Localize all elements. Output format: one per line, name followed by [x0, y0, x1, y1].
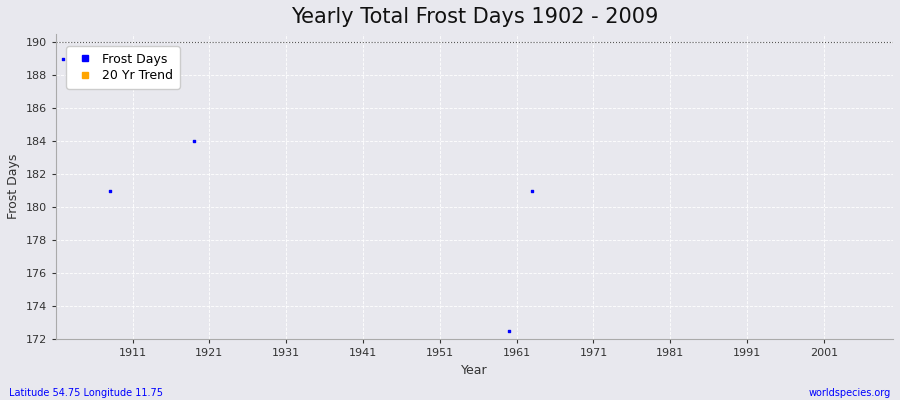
Point — [502, 328, 517, 334]
Point — [57, 56, 71, 62]
Text: worldspecies.org: worldspecies.org — [809, 388, 891, 398]
Y-axis label: Frost Days: Frost Days — [7, 154, 20, 220]
Point — [187, 138, 202, 144]
Legend: Frost Days, 20 Yr Trend: Frost Days, 20 Yr Trend — [67, 46, 180, 89]
Text: Latitude 54.75 Longitude 11.75: Latitude 54.75 Longitude 11.75 — [9, 388, 163, 398]
Title: Yearly Total Frost Days 1902 - 2009: Yearly Total Frost Days 1902 - 2009 — [291, 7, 658, 27]
X-axis label: Year: Year — [461, 364, 488, 377]
Point — [525, 188, 539, 194]
Point — [103, 188, 117, 194]
